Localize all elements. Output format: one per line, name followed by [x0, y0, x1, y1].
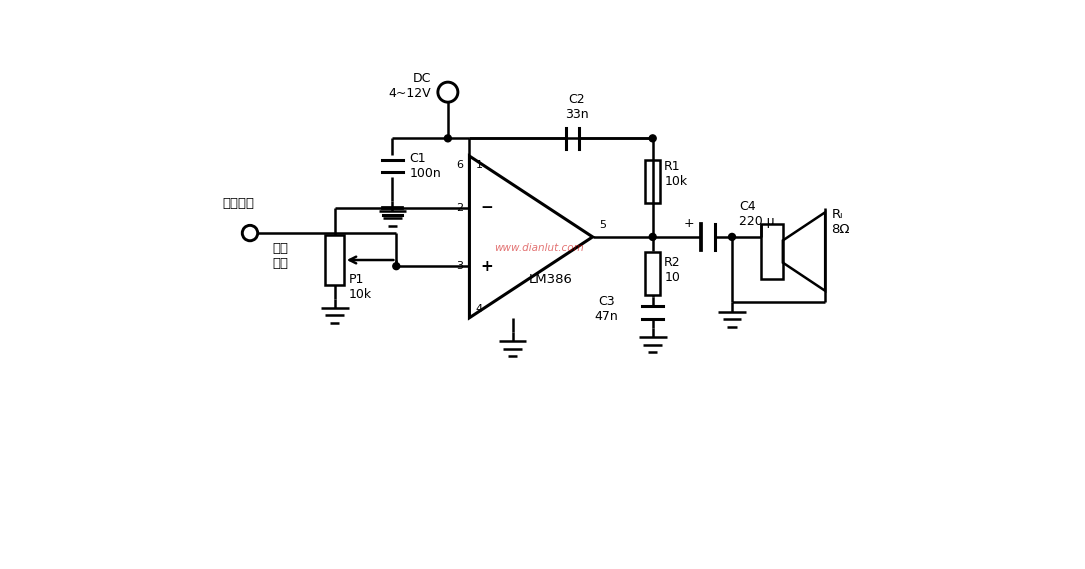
- Circle shape: [393, 263, 399, 270]
- Text: 音频输入: 音频输入: [222, 197, 255, 210]
- Text: C4
220 μ: C4 220 μ: [739, 200, 775, 228]
- Circle shape: [649, 233, 656, 240]
- Bar: [326, 236, 344, 284]
- Bar: [644, 252, 661, 295]
- Circle shape: [649, 135, 656, 142]
- Circle shape: [728, 233, 736, 240]
- Text: 音量
调节: 音量 调节: [272, 242, 289, 270]
- Circle shape: [445, 135, 451, 142]
- Text: +: +: [684, 217, 694, 229]
- Text: 1: 1: [475, 160, 483, 170]
- Text: 3: 3: [457, 261, 463, 271]
- Text: DC
4~12V: DC 4~12V: [388, 72, 431, 100]
- Text: LM386: LM386: [528, 273, 572, 286]
- Text: C3
47n: C3 47n: [595, 295, 618, 323]
- Text: Rₗ
8Ω: Rₗ 8Ω: [831, 208, 850, 236]
- Text: C1
100n: C1 100n: [409, 152, 442, 180]
- Text: 2: 2: [456, 203, 463, 213]
- Text: 5: 5: [599, 220, 605, 230]
- Text: P1
10k: P1 10k: [348, 273, 372, 301]
- Text: +: +: [480, 259, 493, 274]
- Text: 6: 6: [457, 160, 463, 170]
- Text: R2
10: R2 10: [664, 256, 681, 284]
- Bar: [762, 224, 782, 279]
- Text: www.dianlut.com: www.dianlut.com: [494, 244, 584, 253]
- Text: −: −: [480, 200, 493, 215]
- Text: R1
10k: R1 10k: [664, 160, 688, 188]
- Bar: [644, 160, 661, 203]
- Text: 4: 4: [475, 303, 483, 314]
- Text: C2
33n: C2 33n: [564, 93, 588, 121]
